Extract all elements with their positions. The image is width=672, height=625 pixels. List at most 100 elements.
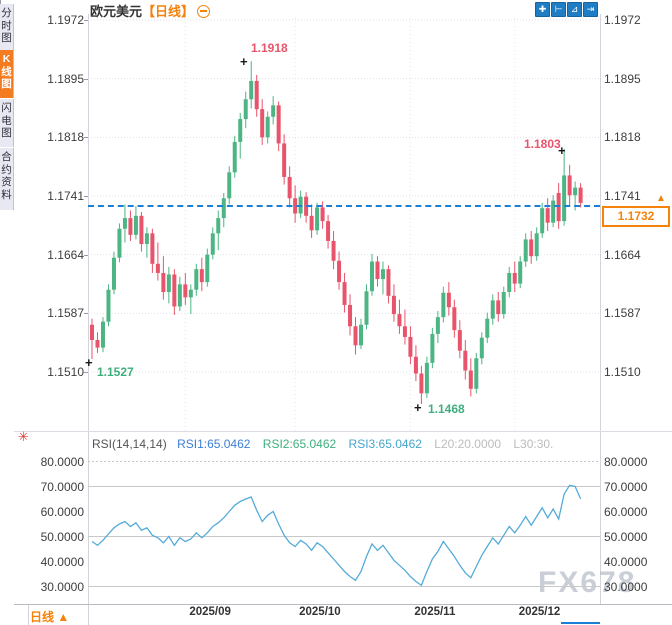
- up-candle: [490, 300, 495, 319]
- up-candle: [380, 269, 385, 280]
- up-candle: [507, 272, 512, 292]
- up-candle: [485, 318, 490, 338]
- tab-contract-info[interactable]: 合约资料: [0, 148, 14, 210]
- axis-tick: [84, 78, 88, 80]
- up-candle: [177, 284, 182, 307]
- up-candle: [205, 254, 210, 283]
- pan-to-latest-icon[interactable]: ⇥: [583, 2, 598, 17]
- down-candle: [567, 175, 572, 196]
- down-candle: [95, 339, 100, 348]
- price-axis-label-left: 1.1972: [47, 13, 84, 27]
- price-up-arrow-icon: ▲: [656, 193, 666, 204]
- down-candle: [331, 240, 336, 261]
- rsi-settings-icon[interactable]: ✳: [18, 429, 29, 444]
- down-candle: [496, 300, 501, 315]
- up-candle: [117, 228, 122, 258]
- tab-lightning-chart[interactable]: 闪电图: [0, 99, 14, 147]
- axis-tick: [84, 137, 88, 139]
- scrollbar-accent: [561, 622, 600, 624]
- up-candle: [534, 233, 539, 257]
- up-candle: [144, 233, 149, 244]
- up-candle: [232, 141, 237, 173]
- up-candle: [441, 292, 446, 318]
- price-axis-label-right: 1.1587: [604, 306, 641, 321]
- price-axis-label-left: 1.1510: [47, 364, 84, 379]
- down-candle: [397, 314, 402, 327]
- price-axis-label-right: 1.1972: [604, 13, 641, 27]
- rsi1-value: RSI1:65.0462: [177, 437, 251, 451]
- up-candle: [271, 105, 276, 117]
- up-candle: [106, 289, 111, 322]
- down-candle: [402, 326, 407, 337]
- fx678-watermark: FX678: [538, 566, 637, 599]
- up-candle: [540, 208, 545, 234]
- low-bottom-label: 1.1468: [428, 402, 465, 416]
- up-candle: [100, 321, 105, 348]
- down-candle: [150, 233, 155, 264]
- axis-right-scale-icon[interactable]: ⊿: [567, 2, 582, 17]
- up-candle: [562, 175, 567, 222]
- rsi-axis-label-right: 30.0000: [604, 579, 648, 594]
- rsi-line: [91, 484, 582, 587]
- down-candle: [457, 330, 462, 351]
- up-candle: [474, 358, 479, 389]
- down-candle: [386, 269, 391, 296]
- up-candle: [430, 333, 435, 363]
- up-candle: [166, 274, 171, 292]
- rsi-name: RSI(14,14,14): [92, 437, 167, 451]
- up-candle: [359, 324, 364, 346]
- down-candle: [446, 292, 451, 308]
- plot-left-border: [88, 14, 89, 625]
- down-candle: [172, 274, 177, 307]
- rsi-axis-label-right: 80.0000: [604, 454, 648, 469]
- period-selector[interactable]: 日线 ▲: [30, 610, 70, 624]
- panel-separator: [14, 431, 672, 432]
- price-axis-label-left: 1.1741: [47, 188, 84, 203]
- down-candle: [468, 370, 473, 389]
- axis-left-scale-icon[interactable]: ⊢: [551, 2, 566, 17]
- rsi-axis-label-left: 40.0000: [40, 554, 84, 569]
- x-axis-line: [14, 604, 672, 605]
- tab-time-chart[interactable]: 分时图: [0, 4, 14, 50]
- up-candle: [518, 261, 523, 284]
- up-candle: [216, 218, 221, 234]
- down-candle: [139, 215, 144, 244]
- axis-tick: [84, 313, 88, 315]
- down-candle: [452, 307, 457, 331]
- crosshair-icon[interactable]: ✚: [535, 2, 550, 17]
- down-candle: [419, 373, 424, 394]
- up-candle: [523, 239, 528, 262]
- down-candle: [282, 143, 287, 177]
- down-candle: [337, 260, 342, 283]
- down-candle: [276, 105, 281, 144]
- price-axis-label-right: 1.1818: [604, 130, 641, 145]
- rsi-l20-value: L20:20.0000: [434, 437, 501, 451]
- rsi-axis-label-right: 50.0000: [604, 529, 648, 544]
- candlestick-chart[interactable]: [88, 14, 600, 432]
- down-candle: [161, 272, 166, 292]
- up-candle: [221, 198, 226, 219]
- tab-kline-chart[interactable]: K线图: [0, 50, 14, 98]
- up-candle: [238, 119, 243, 142]
- up-candle: [265, 116, 270, 138]
- period-tag: 【日线】: [142, 4, 195, 19]
- rsi-axis-label-left: 50.0000: [40, 529, 84, 544]
- price-axis-label-left: 1.1587: [47, 306, 84, 321]
- up-candle: [122, 218, 127, 229]
- collapse-panel-icon[interactable]: [197, 5, 211, 18]
- down-candle: [348, 304, 353, 327]
- high-peak-label: 1.1918: [251, 41, 288, 55]
- down-candle: [287, 176, 292, 199]
- up-candle: [227, 172, 232, 199]
- down-candle: [529, 239, 534, 257]
- up-candle: [551, 200, 556, 223]
- rsi-axis-label-left: 70.0000: [40, 479, 84, 494]
- down-candle: [309, 215, 314, 231]
- down-candle: [199, 269, 204, 283]
- chart-title: 欧元美元【日线】: [90, 1, 211, 21]
- price-axis-label-left: 1.1664: [47, 247, 84, 262]
- up-candle: [133, 215, 138, 235]
- rsi-chart[interactable]: [88, 450, 600, 604]
- x-axis-month-label: 2025/12: [518, 606, 561, 618]
- down-candle: [353, 326, 358, 346]
